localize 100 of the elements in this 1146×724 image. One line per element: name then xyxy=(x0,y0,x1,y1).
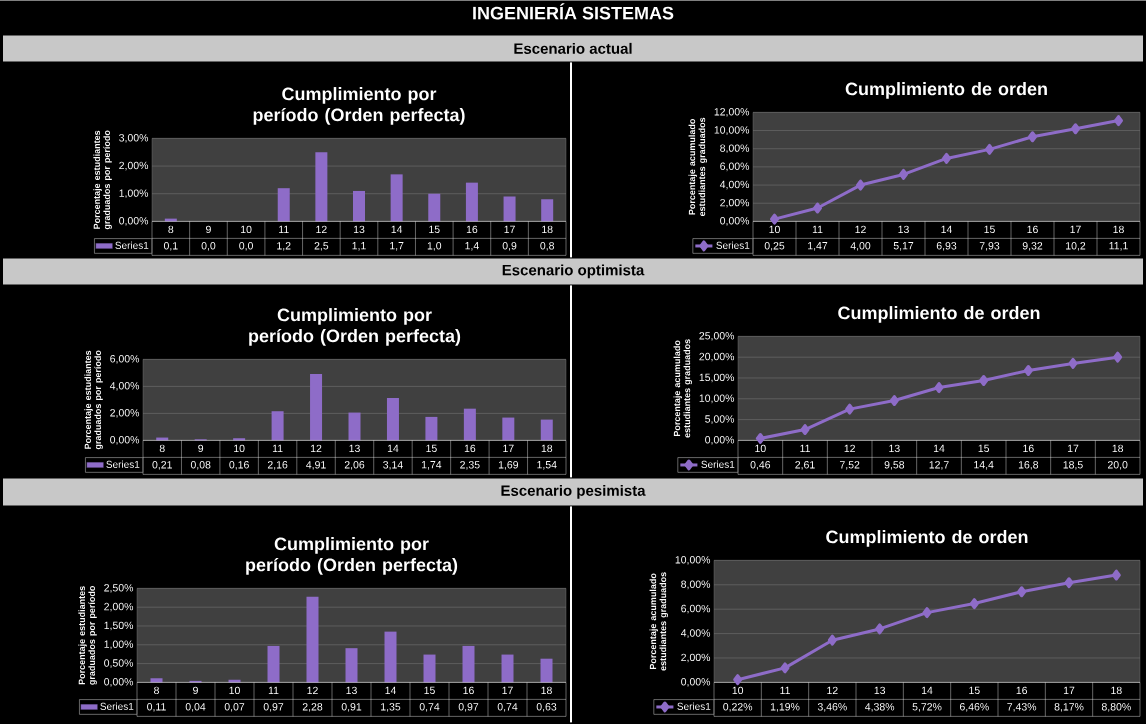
bar xyxy=(267,645,280,683)
x-tick-label: 13 xyxy=(874,686,886,694)
chart-title: Cumplimiento de orden xyxy=(845,81,1047,99)
x-tick-label: 14 xyxy=(385,686,397,694)
y-tick-label: 1,00% xyxy=(119,189,149,198)
y-axis-title: Porcentaje acumulado estudiantes graduados xyxy=(688,117,707,216)
x-tick-label: 13 xyxy=(353,225,365,233)
data-label: 2,35 xyxy=(460,460,480,470)
point xyxy=(1017,586,1027,598)
bar xyxy=(271,411,284,441)
x-tick-label: 16 xyxy=(466,225,478,233)
x-tick-label: 13 xyxy=(889,444,900,452)
x-tick-label: 18 xyxy=(541,686,552,694)
y-tick-label: 2,00% xyxy=(104,602,134,612)
x-tick-label: 18 xyxy=(1113,225,1124,233)
point xyxy=(899,168,908,180)
point xyxy=(755,432,765,444)
data-label: 0,97 xyxy=(458,702,479,712)
x-tick-label: 16 xyxy=(1023,444,1034,452)
point xyxy=(1064,577,1074,589)
y-tick-label: 2,50% xyxy=(104,583,134,593)
y-tick-label: 0,00% xyxy=(681,677,711,687)
y-tick-label: 25,00% xyxy=(699,331,735,341)
x-tick-label: 13 xyxy=(898,225,909,233)
x-tick-label: 18 xyxy=(541,444,553,452)
y-tick-label: 6,00% xyxy=(720,162,750,172)
bar xyxy=(150,678,163,683)
data-label: 1,35 xyxy=(381,702,401,712)
y-tick-label: 8,00% xyxy=(681,580,711,589)
data-label: 1,69 xyxy=(498,460,519,470)
point xyxy=(845,403,855,415)
data-label: 1,7 xyxy=(390,241,404,251)
data-label: 1,54 xyxy=(537,460,557,470)
point xyxy=(1071,123,1080,135)
x-tick-label: 12 xyxy=(855,225,866,233)
x-tick-label: 9 xyxy=(193,686,198,694)
data-label: 9,32 xyxy=(1022,241,1043,251)
data-label: 0,04 xyxy=(185,702,206,712)
chart-title: Cumplimiento de orden xyxy=(826,529,1028,547)
x-tick-label: 14 xyxy=(933,444,945,452)
data-label: 0,9 xyxy=(502,241,517,251)
legend-label: Series1 xyxy=(106,460,140,468)
chart-title: Cumplimiento por período (Orden perfecta) xyxy=(253,86,465,125)
y-tick-label: 0,50% xyxy=(104,659,134,668)
bar xyxy=(463,408,476,441)
data-label: 8,80% xyxy=(1101,702,1131,712)
x-tick-label: 16 xyxy=(464,444,476,452)
x-tick-label: 16 xyxy=(463,686,474,694)
point xyxy=(770,213,779,225)
point xyxy=(1028,131,1037,143)
data-label: 4,00 xyxy=(850,241,871,251)
x-tick-label: 11 xyxy=(812,225,823,233)
point xyxy=(1113,351,1123,363)
x-tick-label: 13 xyxy=(346,686,357,694)
bar xyxy=(465,182,478,222)
y-tick-label: 0,00% xyxy=(110,435,140,445)
data-label: 7,93 xyxy=(979,241,1000,251)
x-tick-label: 13 xyxy=(349,444,360,452)
x-tick-label: 15 xyxy=(978,444,990,452)
point xyxy=(856,179,865,191)
x-tick-label: 17 xyxy=(504,225,515,233)
point xyxy=(1111,569,1121,581)
data-label: 2,61 xyxy=(795,460,815,470)
data-label: 0,8 xyxy=(540,241,555,251)
x-tick-label: 11 xyxy=(268,686,279,694)
point xyxy=(875,623,885,635)
x-tick-label: 11 xyxy=(272,444,283,452)
y-tick-label: 20,00% xyxy=(699,352,735,362)
x-tick-label: 8 xyxy=(154,686,159,694)
y-tick-label: 2,00% xyxy=(110,408,140,418)
bar xyxy=(541,199,554,222)
x-tick-label: 17 xyxy=(503,444,514,452)
x-tick-label: 15 xyxy=(984,225,995,233)
data-label: 0,46 xyxy=(750,460,771,470)
data-label: 1,2 xyxy=(277,241,291,251)
data-label: 5,17 xyxy=(893,241,914,251)
point xyxy=(969,597,979,609)
bar xyxy=(353,190,366,222)
chart-title: Cumplimiento por período (Orden perfecta) xyxy=(249,307,461,346)
data-label: 0,25 xyxy=(764,241,785,251)
data-label: 2,5 xyxy=(314,241,329,251)
data-label: 0,0 xyxy=(239,241,253,251)
y-tick-label: 2,00% xyxy=(119,161,149,171)
point xyxy=(889,394,899,406)
bar xyxy=(386,397,399,441)
point xyxy=(979,374,989,386)
y-tick-label: 8,00% xyxy=(720,144,750,153)
x-tick-label: 12 xyxy=(316,225,327,233)
x-tick-label: 15 xyxy=(424,686,435,694)
data-label: 12,7 xyxy=(929,460,949,470)
x-tick-label: 11 xyxy=(800,444,810,452)
y-tick-label: 2,00% xyxy=(681,653,711,663)
x-tick-label: 16 xyxy=(1027,225,1038,233)
point xyxy=(1023,364,1033,376)
data-label: 3,14 xyxy=(383,460,403,470)
x-tick-label: 10 xyxy=(755,444,766,452)
data-label: 2,28 xyxy=(302,702,323,712)
text: Escenario pesimista xyxy=(501,484,646,499)
point xyxy=(942,152,951,164)
bar xyxy=(310,373,323,441)
